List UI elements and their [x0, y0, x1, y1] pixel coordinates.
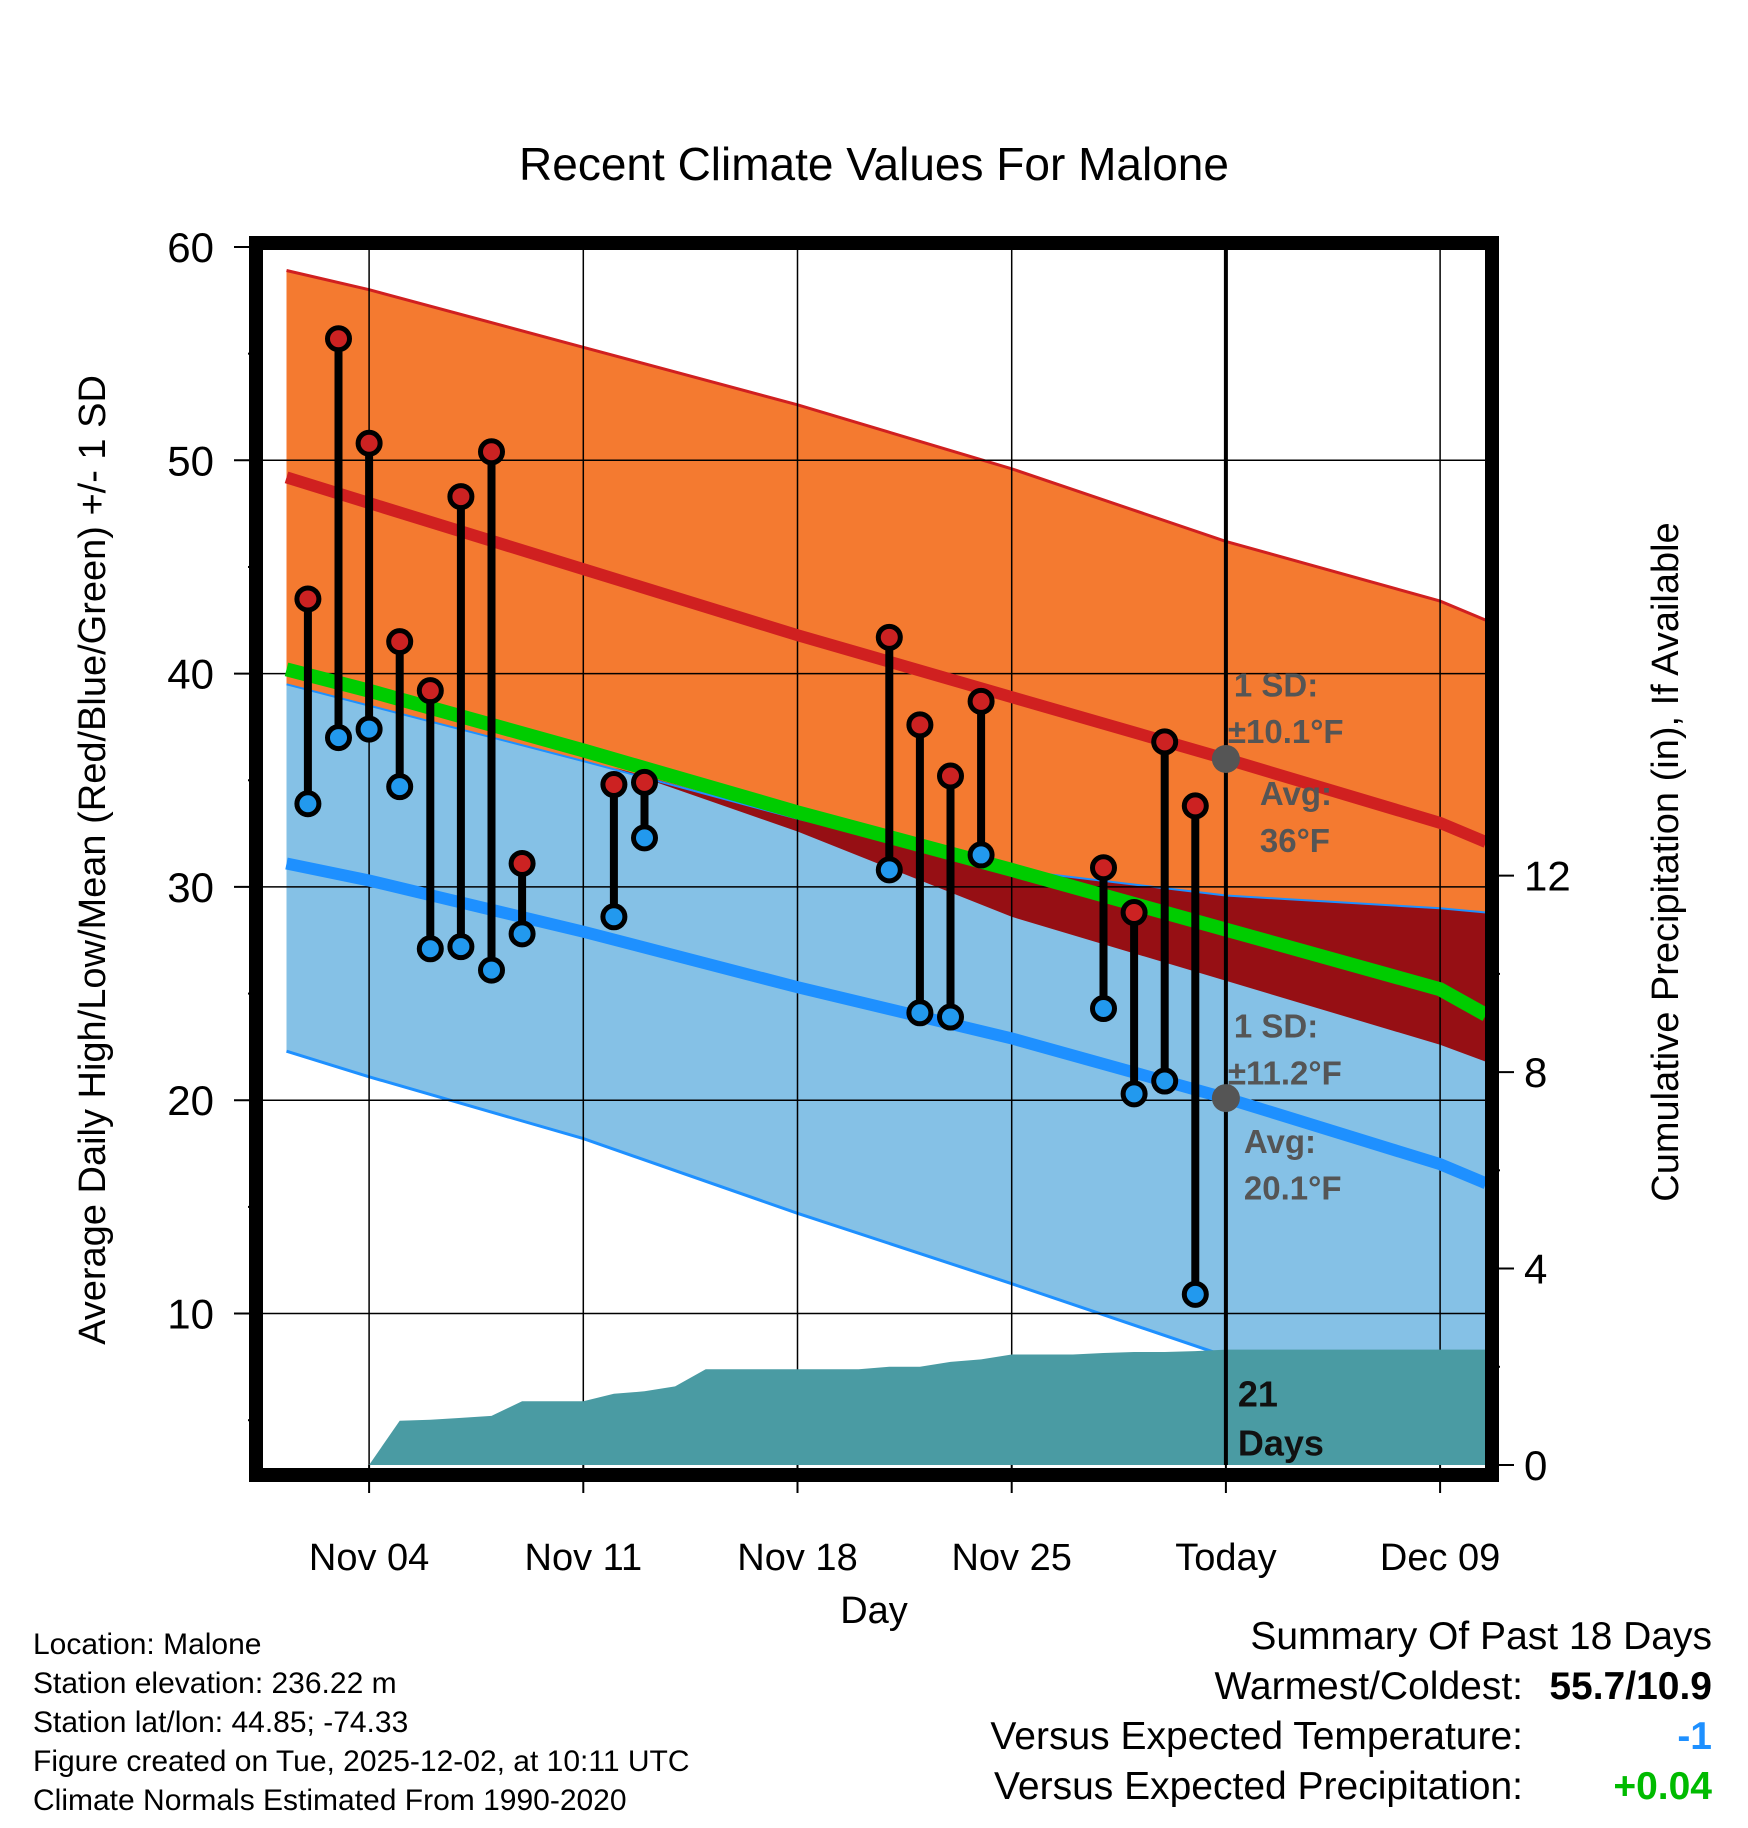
created-text: Figure created on Tue, 2025-12-02, at 10…: [33, 1745, 690, 1778]
obs-high-marker: [875, 623, 903, 651]
high-avg-line: [284, 471, 1486, 848]
obs-high-marker: [631, 768, 658, 796]
avg-high-marker: [1211, 744, 1240, 773]
low-avg-line: [285, 857, 1486, 1189]
warmest-value: 55.7/10.9: [1549, 1665, 1712, 1708]
y2-tick-label: 8: [1524, 1049, 1547, 1096]
location-text: Location: Malone: [33, 1628, 262, 1661]
x-axis-label: Day: [840, 1590, 908, 1632]
obs-low-marker: [447, 933, 475, 961]
low-sd-band: [286, 684, 1486, 1357]
x-tick-label: Today: [1175, 1537, 1276, 1579]
latlon-text: Station lat/lon: 44.85; -74.33: [33, 1706, 409, 1739]
obs-high-marker: [325, 325, 352, 353]
obs-high-marker: [508, 849, 536, 877]
obs-low-marker: [1151, 1067, 1179, 1095]
obs-high-marker: [1151, 728, 1179, 756]
obs-high-marker: [967, 687, 995, 715]
avg-high-label: Avg:: [1260, 775, 1332, 812]
obs-high-marker: [906, 711, 934, 739]
avg-high-value: 36°F: [1260, 822, 1330, 859]
elevation-text: Station elevation: 236.22 m: [33, 1667, 397, 1700]
obs-high-marker: [386, 628, 414, 656]
days-count-label: 21: [1238, 1374, 1278, 1415]
avg-low-value: 20.1°F: [1244, 1170, 1342, 1207]
y-axis-label: Average Daily High/Low/Mean (Red/Blue/Gr…: [72, 375, 114, 1345]
obs-low-marker: [478, 956, 505, 984]
axes: 10 20 30 40 50 60 0 4 8 12 Nov 04 Nov 11 Nov 18 Nov 2…: [167, 224, 1570, 1579]
y-tick-label: 40: [167, 651, 214, 698]
obs-high-marker: [1120, 899, 1148, 927]
high-upper-line: [286, 269, 1486, 622]
obs-low-marker: [1090, 995, 1117, 1023]
temp-row: Versus Expected Temperature: -1: [990, 1712, 1712, 1762]
obs-high-marker: [447, 483, 475, 511]
obs-low-marker: [631, 824, 658, 852]
obs-low-marker: [294, 790, 322, 818]
avg-low-marker: [1211, 1084, 1240, 1113]
summary-title: Summary Of Past 18 Days: [1250, 1615, 1712, 1658]
obs-low-marker: [355, 715, 383, 743]
obs-low-marker: [416, 935, 444, 963]
obs-low-marker: [325, 724, 352, 752]
temp-label: Versus Expected Temperature:: [990, 1715, 1523, 1758]
y-tick-label: 20: [167, 1077, 214, 1124]
obs-low-marker: [508, 920, 536, 948]
plot-overlay: 1 SD: ±10.1°F Avg: 36°F 1 SD: ±11.2°F Avg: 20.1…: [1211, 247, 1344, 1465]
obs-high-marker: [355, 429, 383, 457]
precipitation-area: [369, 1349, 1486, 1465]
x-tick-label: Nov 04: [309, 1537, 429, 1579]
avg-low-label: Avg:: [1244, 1123, 1316, 1160]
x-tick-label: Nov 25: [951, 1537, 1071, 1579]
y2-axis-label: Cumulative Precipitation (in), If Availa…: [1645, 522, 1687, 1201]
precip-label: Versus Expected Precipitation:: [994, 1765, 1523, 1808]
y2-tick-label: 0: [1524, 1442, 1547, 1489]
obs-high-marker: [1181, 792, 1209, 820]
y-tick-label: 60: [167, 224, 214, 271]
obs-low-marker: [906, 999, 934, 1027]
obs-high-marker: [416, 677, 444, 705]
obs-high-marker: [600, 771, 628, 799]
x-tick-label: Nov 18: [737, 1537, 857, 1579]
temp-value: -1: [1677, 1715, 1712, 1758]
y2-tick-label: 4: [1524, 1246, 1547, 1293]
precip-value: +0.04: [1613, 1765, 1712, 1808]
x-tick-label: Dec 09: [1380, 1537, 1500, 1579]
obs-low-marker: [600, 903, 628, 931]
normals-text: Climate Normals Estimated From 1990-2020: [33, 1784, 627, 1817]
obs-high-marker: [1090, 854, 1117, 882]
obs-low-marker: [967, 841, 995, 869]
y-tick-label: 30: [167, 864, 214, 911]
warmest-label: Warmest/Coldest:: [1214, 1665, 1523, 1708]
station-info: Location: Malone Station elevation: 236.…: [33, 1625, 690, 1820]
summary-panel: Summary Of Past 18 Days Warmest/Coldest:…: [990, 1612, 1712, 1812]
y-tick-label: 10: [167, 1291, 214, 1338]
y-tick-label: 50: [167, 437, 214, 484]
warmest-row: Warmest/Coldest: 55.7/10.9: [990, 1662, 1712, 1712]
sd-high-label: 1 SD:: [1234, 666, 1318, 703]
sd-low-value: ±11.2°F: [1228, 1055, 1342, 1092]
chart-title: Recent Climate Values For Malone: [519, 138, 1229, 190]
overlap-band: [613, 767, 1486, 1062]
y2-tick-label: 12: [1524, 853, 1571, 900]
x-tick-label: Nov 11: [525, 1537, 643, 1579]
obs-low-marker: [1181, 1280, 1209, 1308]
plot-area: [262, 247, 1486, 1465]
obs-high-marker: [294, 585, 322, 613]
obs-low-marker: [1120, 1080, 1148, 1108]
precip-row: Versus Expected Precipitation: +0.04: [990, 1762, 1712, 1812]
mean-avg-line: [284, 662, 1486, 1022]
sd-low-label: 1 SD:: [1234, 1008, 1318, 1045]
obs-high-marker: [937, 762, 964, 790]
obs-low-marker: [937, 1003, 964, 1031]
plot-frame: [249, 236, 1499, 1482]
obs-low-marker: [386, 773, 414, 801]
obs-low-marker: [875, 856, 903, 884]
obs-high-marker: [478, 438, 505, 466]
days-text-label: Days: [1238, 1423, 1324, 1464]
sd-high-value: ±10.1°F: [1228, 713, 1344, 750]
